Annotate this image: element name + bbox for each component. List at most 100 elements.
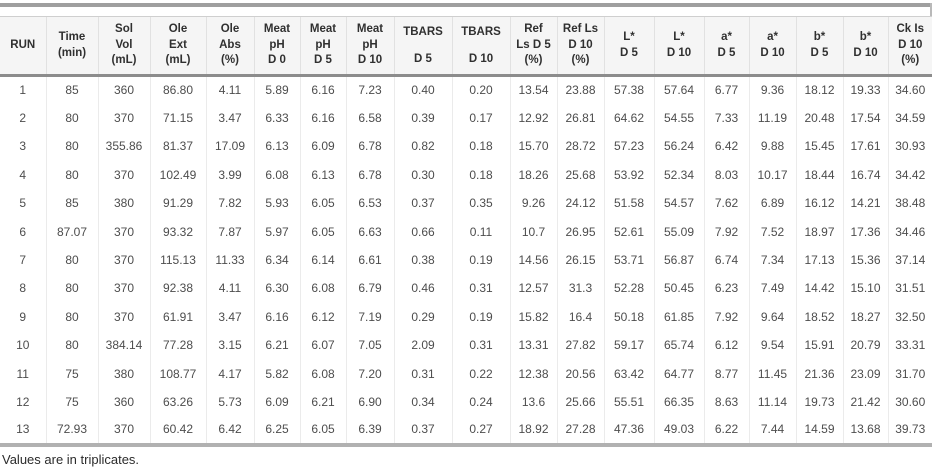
cell-ck_is_d10: 31.51 xyxy=(887,274,932,303)
column-header-ole_abs: Ole Abs (%) xyxy=(205,16,254,77)
cell-time: 80 xyxy=(45,132,98,161)
cell-meat_ph_d0: 6.16 xyxy=(253,302,300,332)
cell-b_star_d5: 16.12 xyxy=(795,189,843,218)
cell-b_star_d10: 15.10 xyxy=(842,274,888,303)
cell-l_star_d5: 53.92 xyxy=(603,160,654,190)
cell-ck_is_d10: 39.73 xyxy=(887,416,932,445)
cell-ref_ls_d5: 14.56 xyxy=(509,245,557,275)
cell-a_star_d10: 9.88 xyxy=(748,132,796,161)
header-row: RUN Time (min) Sol Vol (mL) Ole Ext (mL) Ole Abs (%… xyxy=(0,16,932,77)
cell-ole_ext: 77.28 xyxy=(149,331,206,360)
cell-a_star_d5: 7.62 xyxy=(703,189,749,218)
cell-meat_ph_d5: 6.13 xyxy=(299,160,346,190)
cell-ole_abs: 3.15 xyxy=(205,331,254,360)
cell-ole_ext: 60.42 xyxy=(149,416,206,445)
cell-tbars_d10: 0.18 xyxy=(451,160,510,190)
cell-l_star_d10: 55.09 xyxy=(653,217,704,246)
cell-ck_is_d10: 31.70 xyxy=(887,359,932,388)
cell-ole_ext: 71.15 xyxy=(149,103,206,133)
cell-b_star_d10: 13.68 xyxy=(842,416,888,445)
cell-meat_ph_d10: 6.78 xyxy=(345,132,394,161)
cell-meat_ph_d10: 6.90 xyxy=(345,387,394,417)
table-row: 10 80 384.14 77.28 3.15 6.21 6.07 7.05 2.09 0.31 1… xyxy=(0,331,932,360)
cell-ole_abs: 6.42 xyxy=(205,416,254,445)
cell-l_star_d10: 52.34 xyxy=(653,160,704,190)
cell-meat_ph_d10: 6.63 xyxy=(345,217,394,246)
cell-ole_ext: 92.38 xyxy=(149,274,206,303)
column-header-time: Time (min) xyxy=(45,16,98,77)
cell-b_star_d10: 17.61 xyxy=(842,132,888,161)
cell-l_star_d5: 47.36 xyxy=(603,416,654,445)
cell-meat_ph_d10: 6.58 xyxy=(345,103,394,133)
cell-meat_ph_d5: 6.14 xyxy=(299,245,346,275)
cell-b_star_d10: 16.74 xyxy=(842,160,888,190)
column-header-run: RUN xyxy=(0,16,46,77)
cell-tbars_d10: 0.31 xyxy=(451,331,510,360)
cell-sol_vol: 380 xyxy=(97,359,150,388)
cell-ref_ls_d5: 15.70 xyxy=(509,132,557,161)
cell-ck_is_d10: 30.60 xyxy=(887,387,932,417)
table-row: 9 80 370 61.91 3.47 6.16 6.12 7.19 0.29 0.19 15.82… xyxy=(0,302,932,332)
column-header-meat_ph_d0: Meat pH D 0 xyxy=(253,16,300,77)
cell-meat_ph_d10: 7.20 xyxy=(345,359,394,388)
cell-meat_ph_d5: 6.05 xyxy=(299,416,346,445)
column-header-tbars_d5: TBARS D 5 xyxy=(393,16,452,77)
column-header-l_star_d10: L* D 10 xyxy=(653,16,704,77)
cell-meat_ph_d0: 6.09 xyxy=(253,387,300,417)
cell-ref_ls_d10: 27.82 xyxy=(556,331,604,360)
cell-l_star_d5: 50.18 xyxy=(603,302,654,332)
cell-ole_abs: 3.47 xyxy=(205,103,254,133)
cell-meat_ph_d5: 6.12 xyxy=(299,302,346,332)
cell-ole_abs: 3.47 xyxy=(205,302,254,332)
cell-tbars_d5: 0.37 xyxy=(393,189,452,218)
cell-b_star_d5: 18.97 xyxy=(795,217,843,246)
cell-ole_abs: 7.87 xyxy=(205,217,254,246)
cell-ole_ext: 115.13 xyxy=(149,245,206,275)
cell-meat_ph_d0: 6.21 xyxy=(253,331,300,360)
cell-meat_ph_d0: 6.08 xyxy=(253,160,300,190)
cell-l_star_d5: 57.23 xyxy=(603,132,654,161)
cell-b_star_d10: 14.21 xyxy=(842,189,888,218)
cell-ref_ls_d5: 13.31 xyxy=(509,331,557,360)
cell-run: 7 xyxy=(0,245,46,275)
cell-a_star_d10: 9.54 xyxy=(748,331,796,360)
cell-meat_ph_d0: 6.25 xyxy=(253,416,300,445)
cell-a_star_d5: 6.77 xyxy=(703,75,749,104)
cell-a_star_d5: 7.92 xyxy=(703,302,749,332)
column-header-a_star_d10: a* D 10 xyxy=(748,16,796,77)
cell-a_star_d5: 6.22 xyxy=(703,416,749,445)
cell-ole_ext: 102.49 xyxy=(149,160,206,190)
cell-time: 75 xyxy=(45,387,98,417)
cell-ole_ext: 86.80 xyxy=(149,75,206,104)
cell-a_star_d10: 11.14 xyxy=(748,387,796,417)
cell-ck_is_d10: 30.93 xyxy=(887,132,932,161)
cell-ref_ls_d10: 31.3 xyxy=(556,274,604,303)
cell-tbars_d10: 0.35 xyxy=(451,189,510,218)
cell-sol_vol: 370 xyxy=(97,245,150,275)
cell-meat_ph_d5: 6.09 xyxy=(299,132,346,161)
cell-tbars_d5: 0.66 xyxy=(393,217,452,246)
cell-ole_abs: 4.11 xyxy=(205,75,254,104)
column-header-meat_ph_d5: Meat pH D 5 xyxy=(299,16,346,77)
cell-time: 80 xyxy=(45,103,98,133)
cell-a_star_d5: 6.23 xyxy=(703,274,749,303)
cell-run: 11 xyxy=(0,359,46,388)
cell-ref_ls_d10: 27.28 xyxy=(556,416,604,445)
cell-ole_abs: 7.82 xyxy=(205,189,254,218)
table-row: 7 80 370 115.13 11.33 6.34 6.14 6.61 0.38 0.19 14.… xyxy=(0,245,932,275)
cell-tbars_d5: 0.37 xyxy=(393,416,452,445)
cell-tbars_d10: 0.24 xyxy=(451,387,510,417)
cell-time: 85 xyxy=(45,75,98,104)
cell-run: 5 xyxy=(0,189,46,218)
cell-meat_ph_d10: 6.53 xyxy=(345,189,394,218)
cell-b_star_d10: 17.36 xyxy=(842,217,888,246)
cell-sol_vol: 370 xyxy=(97,217,150,246)
cell-meat_ph_d0: 6.34 xyxy=(253,245,300,275)
cell-tbars_d10: 0.18 xyxy=(451,132,510,161)
cell-ref_ls_d5: 13.54 xyxy=(509,75,557,104)
cell-ole_abs: 17.09 xyxy=(205,132,254,161)
cell-a_star_d5: 8.77 xyxy=(703,359,749,388)
cell-ref_ls_d10: 24.12 xyxy=(556,189,604,218)
cell-meat_ph_d0: 5.89 xyxy=(253,75,300,104)
table-row: 8 80 370 92.38 4.11 6.30 6.08 6.79 0.46 0.31 12.57… xyxy=(0,274,932,303)
